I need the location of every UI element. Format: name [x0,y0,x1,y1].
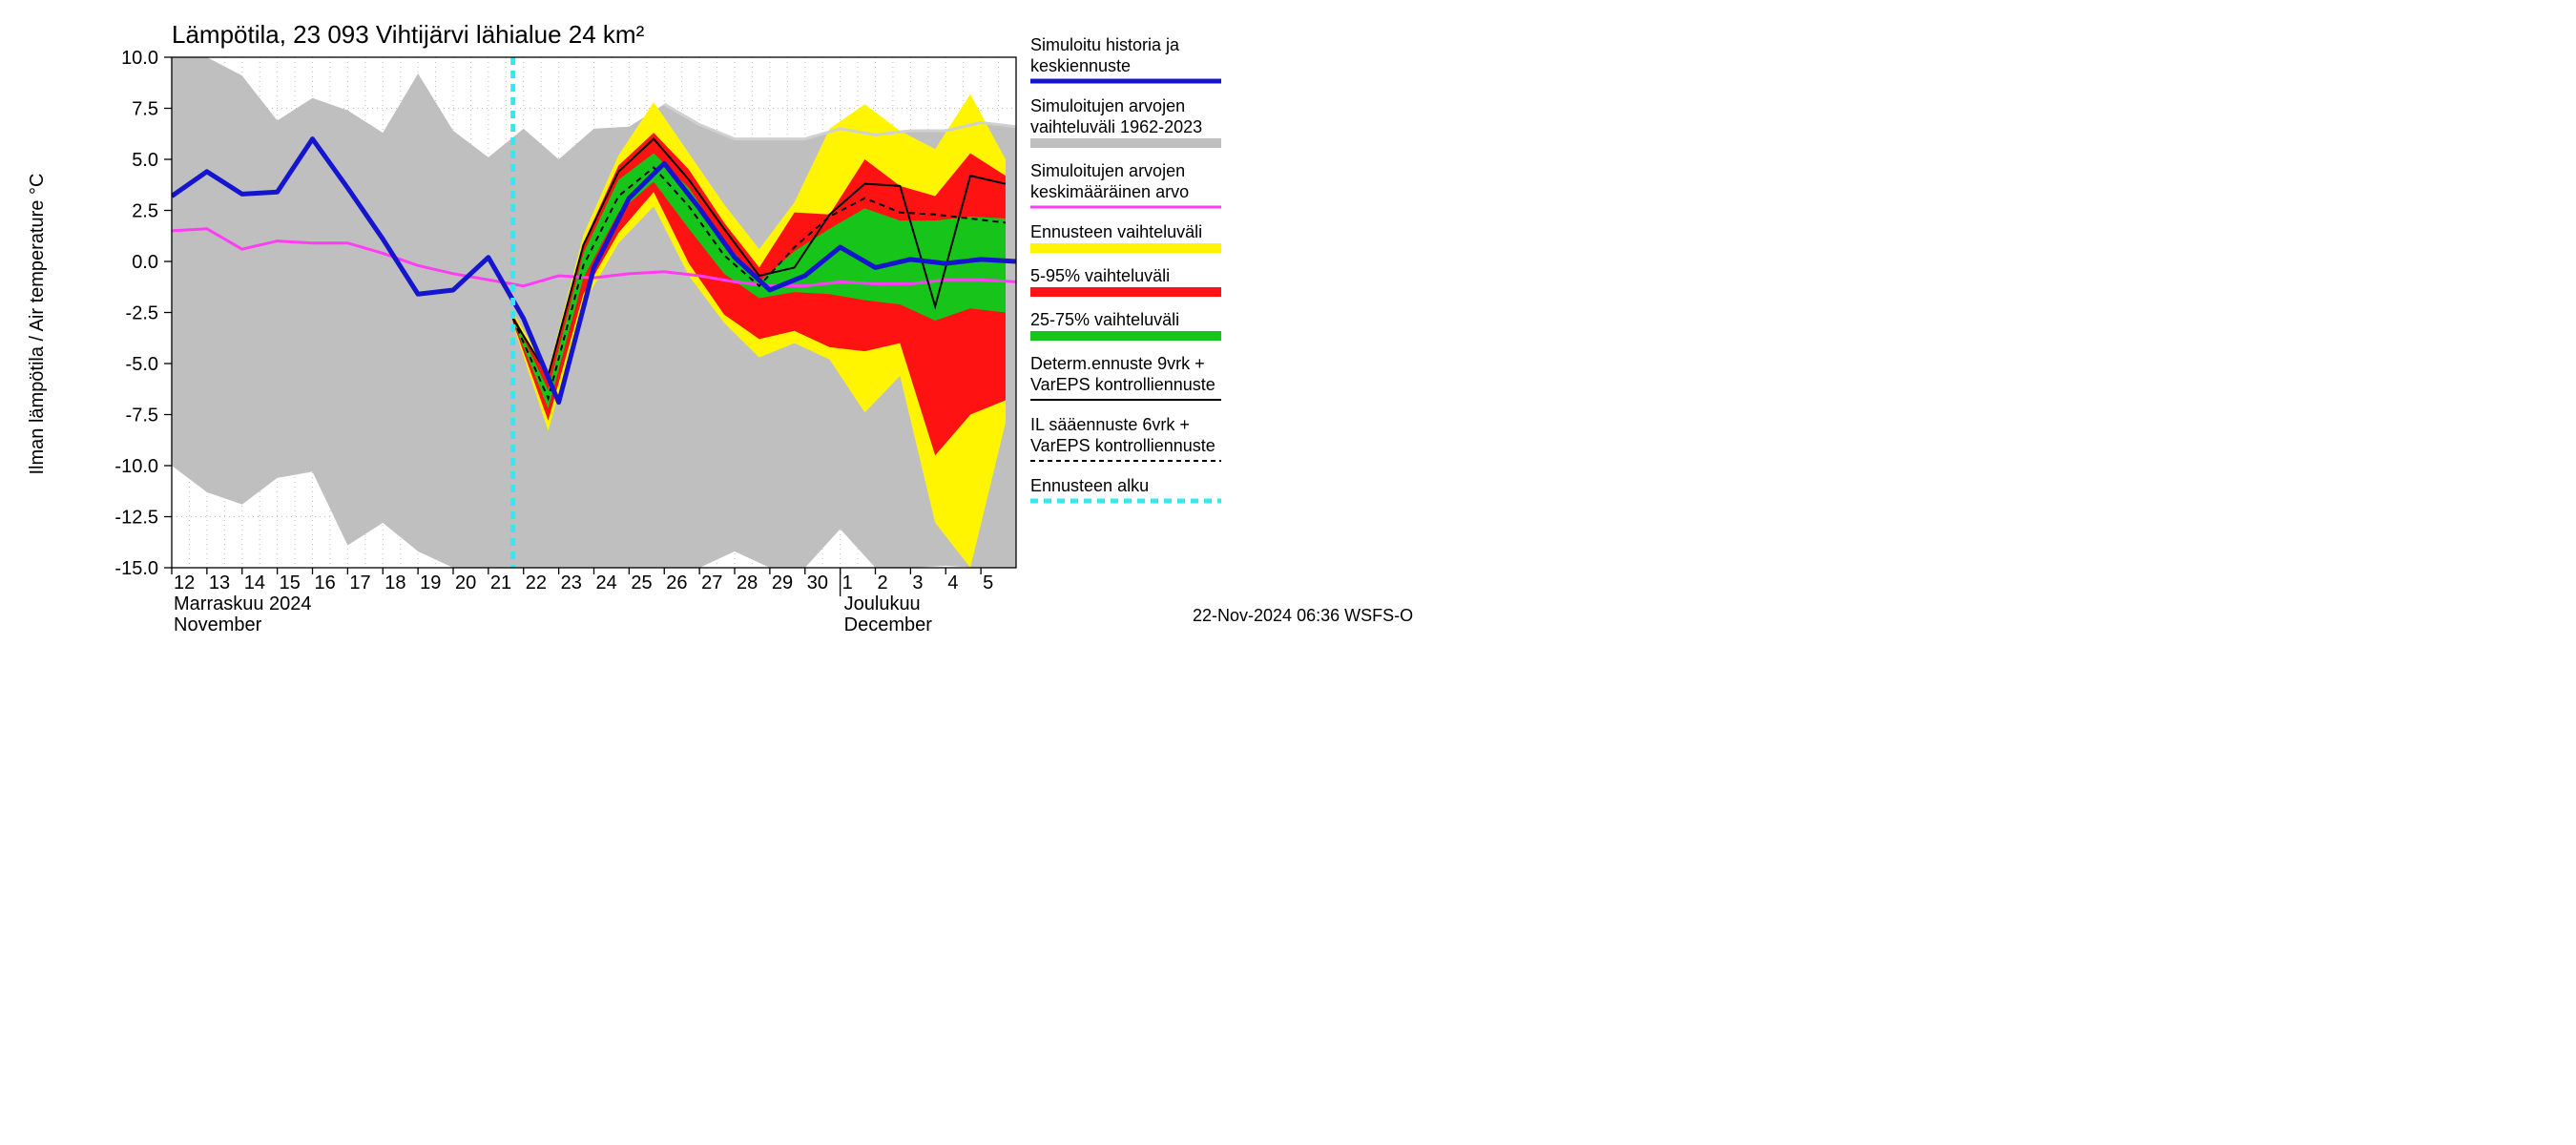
legend-label: 5-95% vaihteluväli [1030,266,1170,285]
legend-label: Simuloitujen arvojen [1030,96,1185,115]
legend-swatch [1030,243,1221,253]
legend-label: vaihteluväli 1962-2023 [1030,117,1202,136]
chart-title: Lämpötila, 23 093 Vihtijärvi lähialue 24… [172,20,645,49]
x-tick-label: 20 [455,572,476,593]
x-tick-label: 16 [315,572,336,593]
y-tick-label: -5.0 [126,354,158,375]
legend-label: Ennusteen alku [1030,476,1149,495]
y-tick-label: -12.5 [114,508,158,529]
x-tick-label: 27 [701,572,722,593]
y-tick-label: -15.0 [114,558,158,579]
x-tick-label: 5 [983,572,993,593]
legend-label: VarEPS kontrolliennuste [1030,375,1215,394]
x-tick-label: 21 [490,572,511,593]
y-tick-label: -10.0 [114,456,158,477]
y-tick-label: 7.5 [132,99,158,120]
x-tick-label: 1 [842,572,853,593]
x-tick-label: 2 [878,572,888,593]
y-tick-label: 2.5 [132,201,158,222]
x-tick-label: 19 [420,572,441,593]
y-tick-label: -2.5 [126,303,158,324]
x-tick-label: 13 [209,572,230,593]
x-tick-label: 29 [772,572,793,593]
month-label-nov-en: November [174,614,262,635]
legend-label: Simuloitujen arvojen [1030,161,1185,180]
legend-label: Determ.ennuste 9vrk + [1030,354,1205,373]
y-tick-label: 5.0 [132,150,158,171]
y-tick-label: 10.0 [121,48,158,69]
legend-label: IL sääennuste 6vrk + [1030,415,1190,434]
month-label-dec-en: December [844,614,933,635]
y-tick-label: 0.0 [132,252,158,273]
legend-label: keskiennuste [1030,56,1131,75]
x-tick-label: 17 [349,572,370,593]
legend-label: Simuloitu historia ja [1030,35,1180,54]
x-tick-label: 3 [912,572,923,593]
x-tick-label: 22 [526,572,547,593]
x-tick-label: 25 [631,572,652,593]
x-tick-label: 18 [384,572,405,593]
x-tick-label: 28 [737,572,758,593]
legend-swatch [1030,138,1221,148]
x-tick-label: 30 [807,572,828,593]
legend-label: 25-75% vaihteluväli [1030,310,1179,329]
y-axis-label: Ilman lämpötila / Air temperature °C [27,174,48,475]
x-tick-label: 24 [596,572,617,593]
legend-label: keskimääräinen arvo [1030,182,1189,201]
x-tick-label: 14 [244,572,265,593]
legend-label: VarEPS kontrolliennuste [1030,436,1215,455]
x-tick-label: 15 [280,572,301,593]
x-tick-label: 26 [666,572,687,593]
x-tick-label: 23 [561,572,582,593]
temperature-forecast-chart: 10.0 7.5 5.0 2.5 0.0 -2.5 -5.0 -7.5 -10.0 -12.5 -1… [0,0,1431,639]
month-label-dec-fi: Joulukuu [844,593,921,614]
legend-label: Ennusteen vaihteluväli [1030,222,1202,241]
legend-swatch [1030,331,1221,341]
month-label-nov-fi: Marraskuu 2024 [174,593,312,614]
y-tick-label: -7.5 [126,406,158,427]
footer-timestamp: 22-Nov-2024 06:36 WSFS-O [1193,606,1413,625]
legend-swatch [1030,287,1221,297]
x-tick-label: 4 [947,572,958,593]
x-tick-label: 12 [174,572,195,593]
